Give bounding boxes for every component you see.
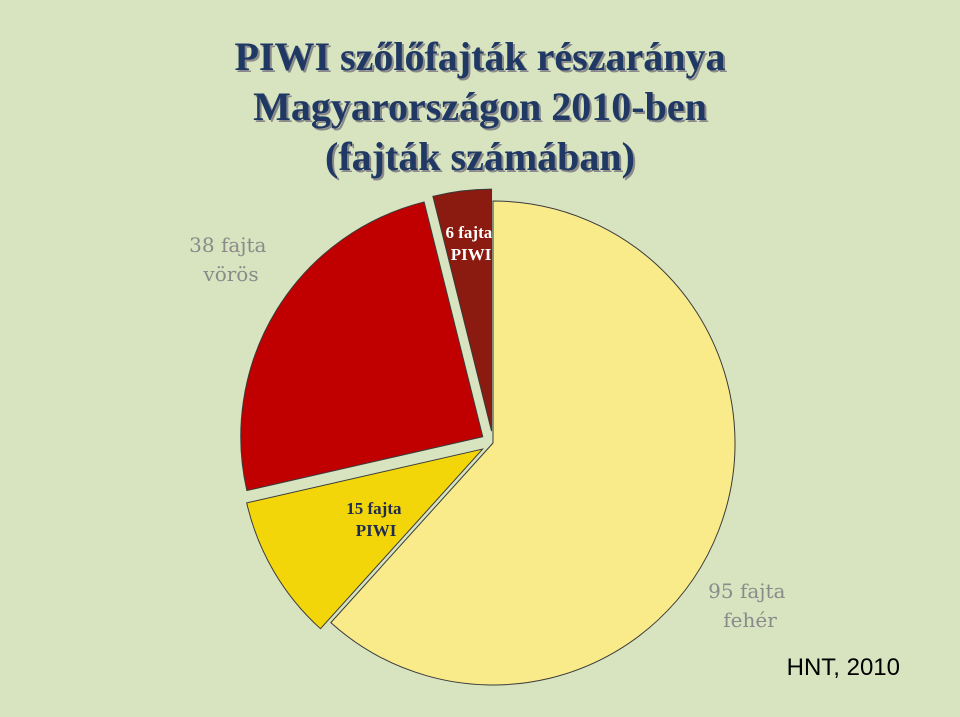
slice-label-voros: 38 fajta vörös xyxy=(189,233,273,286)
slice-label-voros-count: 38 fajta xyxy=(189,233,266,257)
source-note: HNT, 2010 xyxy=(786,654,900,681)
slice-label-feher: 95 fajta fehér xyxy=(708,579,792,632)
slice-label-feher-count: 95 fajta xyxy=(708,579,785,603)
slice-feher xyxy=(330,200,736,686)
title-line-1: PIWI szőlőfajták részaránya xyxy=(234,34,726,79)
slice-label-feher-name: fehér xyxy=(723,608,777,632)
slice-label-feher-piwi-count: 15 fajta xyxy=(346,499,402,518)
slice-label-voros-piwi-count: 6 fajta xyxy=(446,223,493,242)
slice-label-voros-piwi-name: PIWI xyxy=(451,245,492,264)
slice-label-voros-name: vörös xyxy=(202,262,258,286)
slice-label-feher-piwi-name: PIWI xyxy=(356,521,397,540)
title-line-3: (fajták számában) xyxy=(325,134,635,179)
slice-voros xyxy=(240,201,484,492)
slice-label-voros-piwi: 6 fajta PIWI xyxy=(446,223,497,264)
slice-voros-piwi xyxy=(432,188,493,432)
title-line-2: Magyarországon 2010-ben xyxy=(253,84,707,129)
slice-feher-piwi xyxy=(246,448,485,630)
chart-title: PIWI szőlőfajták részaránya Magyarország… xyxy=(0,32,960,182)
slice-label-feher-piwi: 15 fajta PIWI xyxy=(346,499,405,540)
